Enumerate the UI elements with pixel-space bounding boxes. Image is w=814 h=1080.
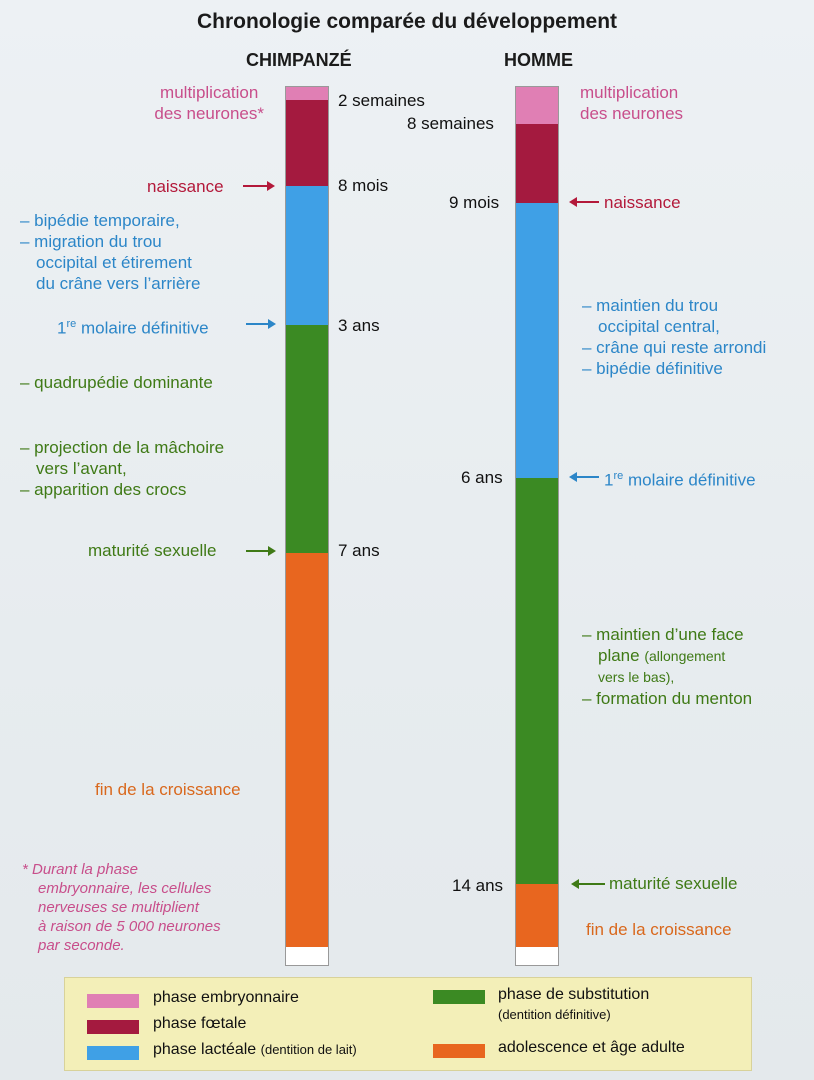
human-header: HOMME xyxy=(504,50,573,70)
human-maturite-label: maturité sexuelle xyxy=(609,874,738,893)
legend-swatch-embryo xyxy=(87,994,139,1008)
chimp-age-8-mois: 8 mois xyxy=(338,176,389,195)
chimp-projection-list: – projection de la mâchoire vers l’avant… xyxy=(20,438,225,499)
human-maintien-face-list: – maintien d’une face plane (allongement… xyxy=(582,625,753,708)
legend-label-lactee: phase lactéale (dentition de lait) xyxy=(153,1041,357,1058)
chimp-embryo-segment xyxy=(286,87,328,100)
chimp-foetal-segment xyxy=(286,100,328,186)
chimp-multiplication-label: multiplication des neurones* xyxy=(154,83,264,123)
legend-label-adolescence: adolescence et âge adulte xyxy=(498,1039,685,1056)
human-age-6-ans: 6 ans xyxy=(461,468,503,487)
legend-label-embryo: phase embryonnaire xyxy=(153,989,299,1006)
chimp-lactee-segment xyxy=(286,186,328,325)
chimp-fin-croissance-label: fin de la croissance xyxy=(95,780,241,799)
human-molaire-label: 1re molaire définitive xyxy=(604,470,756,490)
legend-label-foetal: phase fœtale xyxy=(153,1015,247,1032)
legend-label-substitution: phase de substitution xyxy=(498,986,650,1003)
human-timeline-bar xyxy=(515,86,559,966)
legend-swatch-substitution xyxy=(433,990,485,1004)
human-naissance-label: naissance xyxy=(604,193,681,212)
human-age-8-semaines: 8 semaines xyxy=(407,114,494,133)
human-age-9-mois: 9 mois xyxy=(449,193,500,212)
chimp-adolescence-segment xyxy=(286,553,328,947)
legend-swatch-adolescence xyxy=(433,1044,485,1058)
human-embryo-segment xyxy=(516,87,558,124)
chimp-age-3-ans: 3 ans xyxy=(338,316,380,335)
chimp-naissance-label: naissance xyxy=(147,177,224,196)
human-foetal-segment xyxy=(516,124,558,203)
embryo-footnote: * Durant la phase embryonnaire, les cell… xyxy=(22,861,221,954)
legend-swatch-foetal xyxy=(87,1020,139,1034)
human-maintien-trou-list: – maintien du trou occipital central, – … xyxy=(582,296,767,378)
human-lactee-segment xyxy=(516,203,558,478)
human-age-14-ans: 14 ans xyxy=(452,876,504,895)
chimp-age-2-semaines: 2 semaines xyxy=(338,91,425,110)
chimp-maturite-label: maturité sexuelle xyxy=(88,541,217,560)
human-adolescence-segment xyxy=(516,884,558,947)
chimp-timeline-bar xyxy=(285,86,329,966)
page-title: Chronologie comparée du développement xyxy=(196,10,618,33)
chimp-header: CHIMPANZÉ xyxy=(246,50,352,70)
chimp-molaire-label: 1re molaire définitive xyxy=(57,318,209,338)
legend-note-substitution: (dentition définitive) xyxy=(498,1007,611,1022)
legend-box: phase embryonnaire phase fœtale phase la… xyxy=(64,977,752,1071)
human-substitution-segment xyxy=(516,478,558,884)
chimp-substitution-segment xyxy=(286,325,328,553)
legend-swatch-lactee xyxy=(87,1046,139,1060)
human-multiplication-label: multiplication des neurones xyxy=(580,83,684,123)
chimp-age-7-ans: 7 ans xyxy=(338,541,380,560)
chimp-bipedie-list: – bipédie temporaire, – migration du tro… xyxy=(20,211,201,293)
human-fin-croissance-label: fin de la croissance xyxy=(586,920,732,939)
chimp-quadrupedie-label: – quadrupédie dominante xyxy=(20,373,213,392)
